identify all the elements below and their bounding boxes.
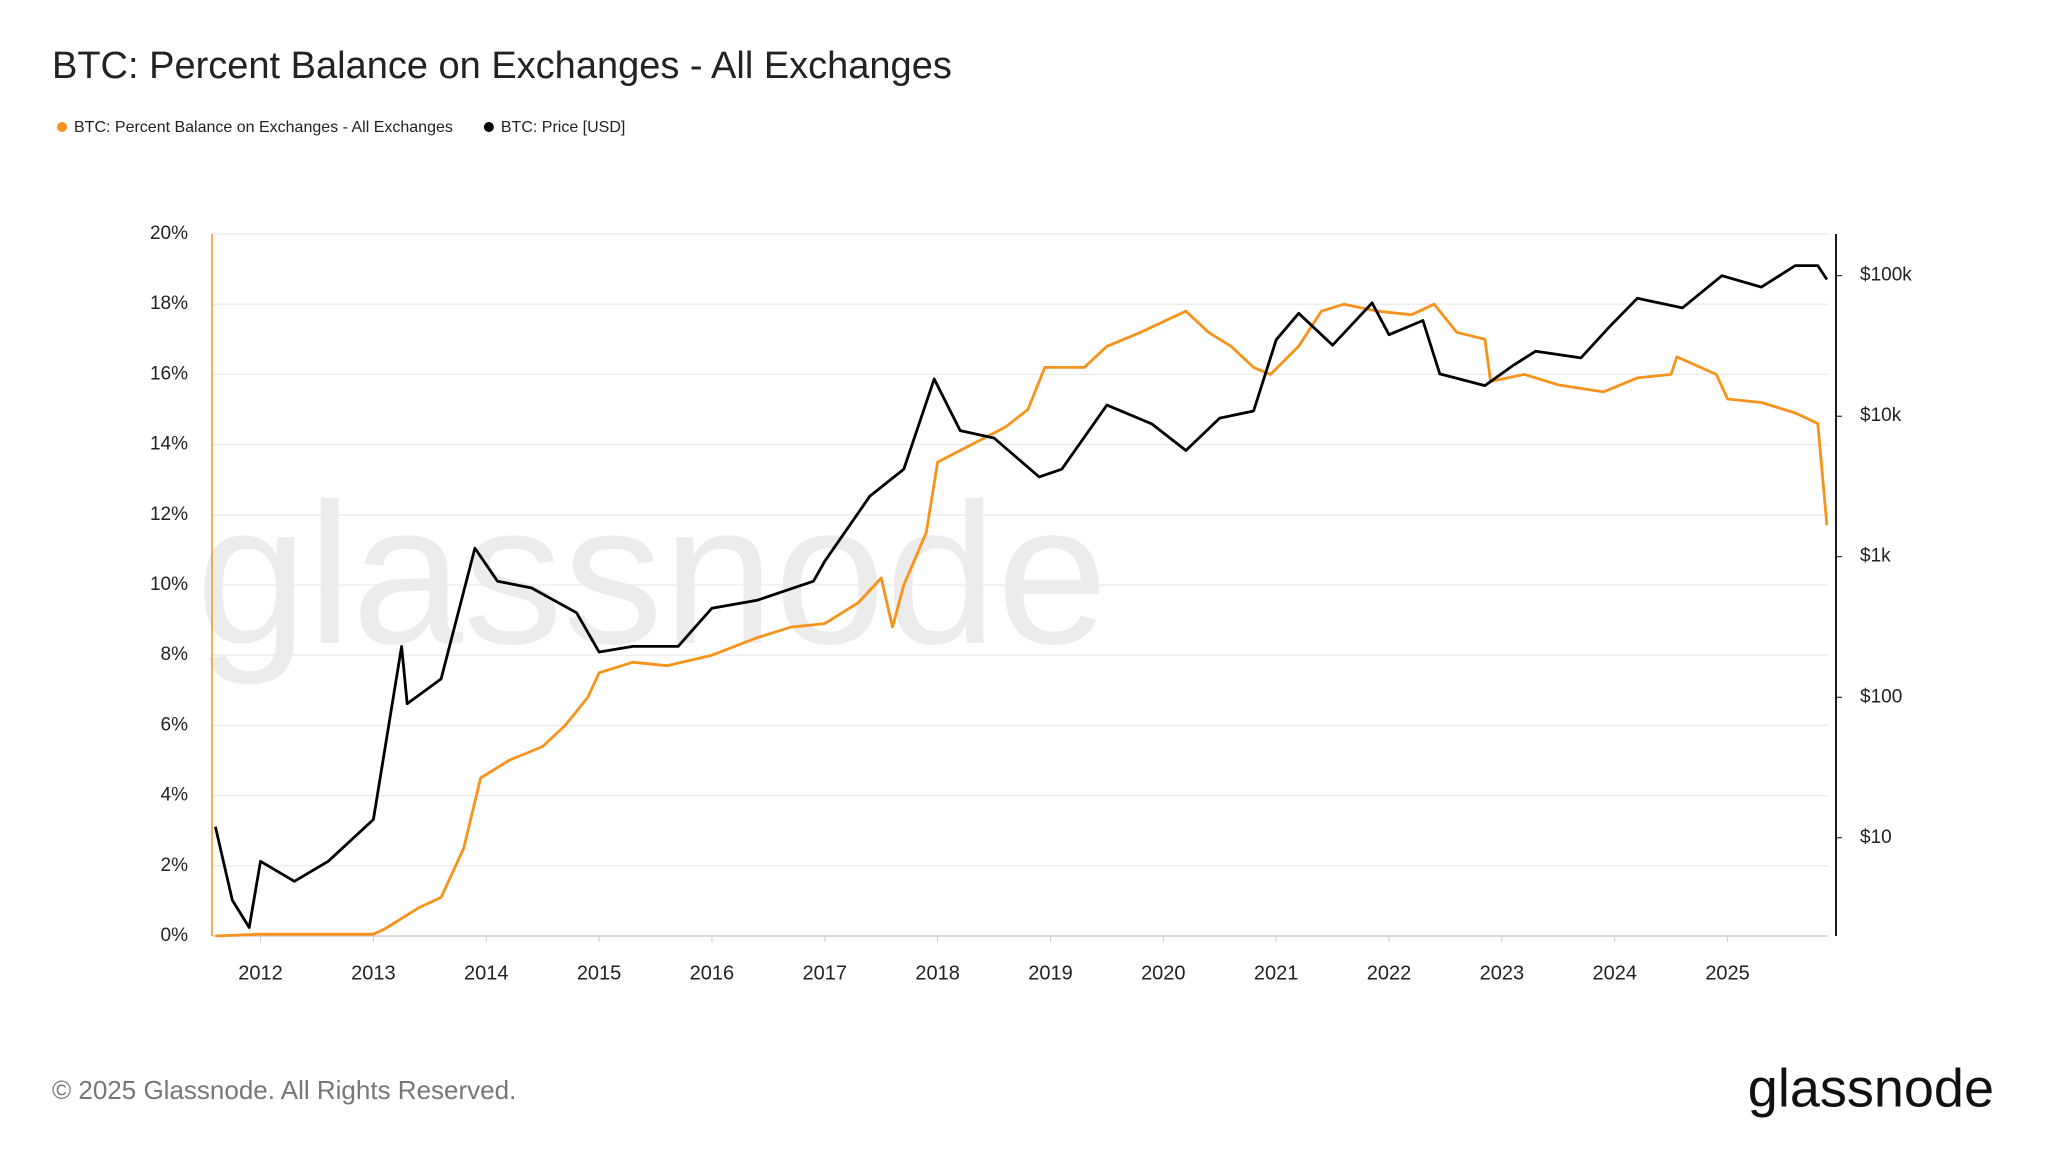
y-tick-label: 4% <box>161 785 189 806</box>
y-tick-label: 12% <box>150 504 188 525</box>
x-tick-label: 2025 <box>1705 962 1750 984</box>
y-tick-label: 2% <box>161 855 189 876</box>
y-tick-label: 6% <box>161 714 189 735</box>
y2-tick-label: $10 <box>1860 827 1892 848</box>
y-tick-label: 14% <box>150 434 188 455</box>
series-line <box>214 264 1829 929</box>
y-tick-label: 20% <box>150 223 188 244</box>
x-tick-label: 2016 <box>690 962 735 984</box>
y2-tick-label: $10k <box>1860 405 1902 426</box>
y2-tick-label: $100k <box>1860 265 1912 286</box>
x-tick-label: 2023 <box>1480 962 1525 984</box>
legend-marker <box>483 122 494 132</box>
x-tick-label: 2014 <box>464 962 509 984</box>
legend-marker <box>57 122 67 132</box>
chart-title: BTC: Percent Balance on Exchanges - All … <box>52 45 952 87</box>
y2-tick-label: $100 <box>1860 686 1902 707</box>
logo: glassnode <box>1748 1058 1994 1118</box>
x-tick-label: 2012 <box>238 962 283 984</box>
x-tick-label: 2015 <box>577 962 622 984</box>
y-tick-label: 16% <box>150 363 188 384</box>
x-tick-label: 2020 <box>1141 962 1186 984</box>
x-tick-label: 2013 <box>351 962 396 984</box>
x-tick-label: 2022 <box>1367 962 1412 984</box>
x-tick-label: 2018 <box>915 962 960 984</box>
legend-label: BTC: Price [USD] <box>501 119 625 136</box>
y-tick-label: 8% <box>161 644 189 665</box>
x-tick-label: 2017 <box>803 962 848 984</box>
y2-tick-label: $1k <box>1860 546 1891 567</box>
series-line <box>215 302 1829 938</box>
y-tick-label: 10% <box>150 574 188 595</box>
watermark: glassnode <box>196 463 1108 686</box>
y-tick-label: 18% <box>150 293 188 314</box>
footer: © 2025 Glassnode. All Rights Reserved. <box>52 1075 516 1105</box>
x-tick-label: 2021 <box>1254 962 1299 984</box>
y-tick-label: 0% <box>161 925 189 946</box>
legend-label: BTC: Percent Balance on Exchanges - All … <box>74 119 453 136</box>
x-tick-label: 2024 <box>1592 962 1637 984</box>
x-tick-label: 2019 <box>1028 962 1073 984</box>
